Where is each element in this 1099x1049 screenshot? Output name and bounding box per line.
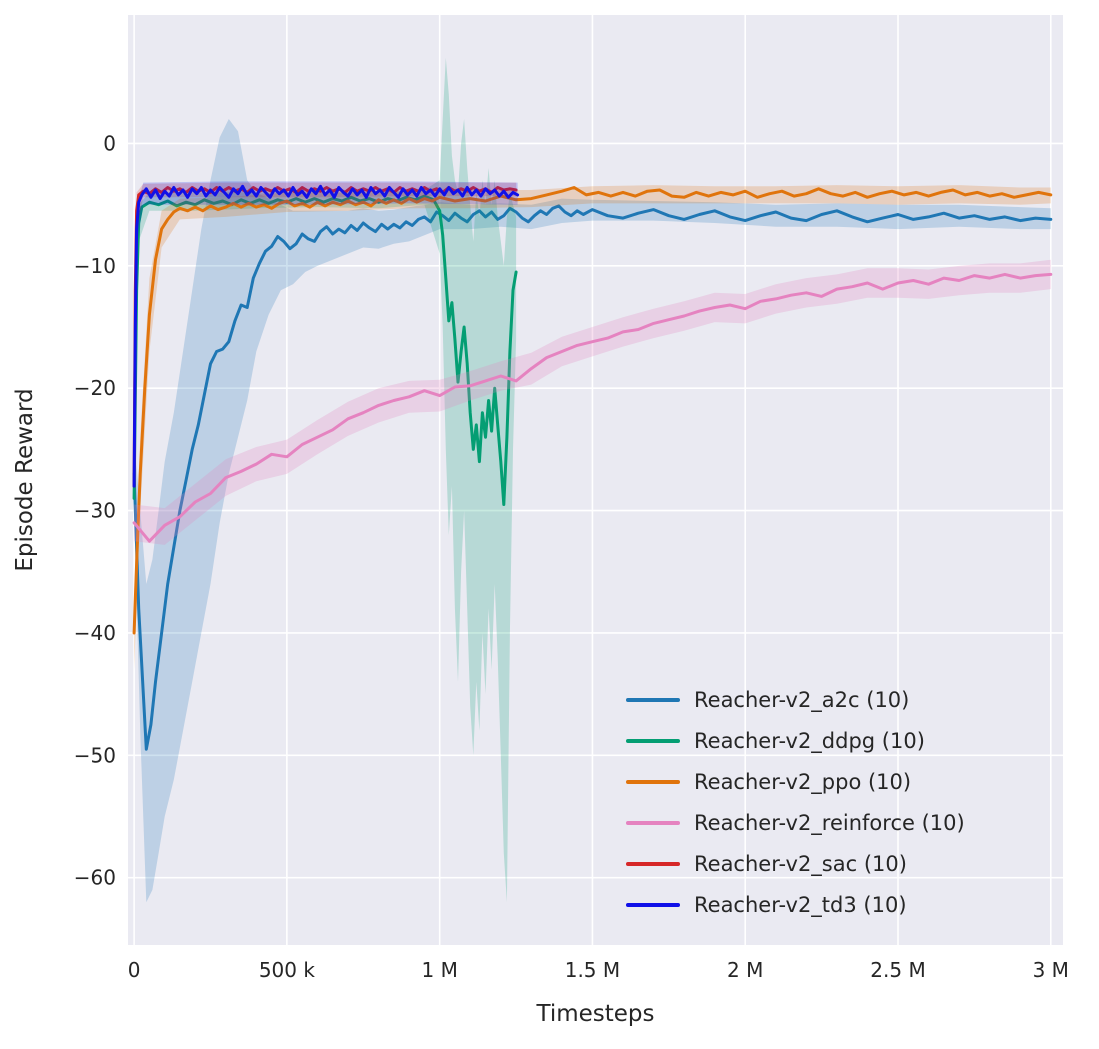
x-tick-label: 0 <box>128 958 141 982</box>
y-axis-label: Episode Reward <box>12 388 38 571</box>
legend-label-Reacher-v2_ddpg: Reacher-v2_ddpg (10) <box>694 729 925 754</box>
mean-line <box>132 186 1053 635</box>
y-tick-label: −60 <box>74 866 116 890</box>
x-tick-label: 1.5 M <box>565 958 620 982</box>
mean-line <box>132 272 1053 543</box>
series-Reacher-v2_td3 <box>132 181 520 499</box>
confidence-band <box>134 259 1051 545</box>
x-tick-label: 1 M <box>421 958 457 982</box>
series-Reacher-v2_a2c <box>132 119 1053 903</box>
y-tick-label: −40 <box>74 621 116 645</box>
y-tick-label: −20 <box>74 376 116 400</box>
mean-line <box>132 204 1053 751</box>
legend-label-Reacher-v2_ppo: Reacher-v2_ppo (10) <box>694 770 911 795</box>
series-Reacher-v2_ppo <box>132 185 1053 670</box>
legend: Reacher-v2_a2c (10) Reacher-v2_ddpg (10) R… <box>626 688 965 918</box>
legend-label-Reacher-v2_a2c: Reacher-v2_a2c (10) <box>694 688 909 713</box>
tick-labels: 0 500 k 1 M 1.5 M 2 M 2.5 M 3 M 0 −10 −20 −30 −40 −5… <box>74 131 1069 982</box>
confidence-band <box>134 119 1051 903</box>
legend-label-Reacher-v2_td3: Reacher-v2_td3 (10) <box>694 893 907 918</box>
y-tick-label: −10 <box>74 254 116 278</box>
x-tick-label: 500 k <box>259 958 316 982</box>
x-tick-label: 2.5 M <box>870 958 925 982</box>
y-tick-label: −50 <box>74 743 116 767</box>
legend-label-Reacher-v2_sac: Reacher-v2_sac (10) <box>694 852 907 877</box>
x-tick-label: 2 M <box>727 958 763 982</box>
y-tick-label: 0 <box>103 131 116 155</box>
x-axis-label: Timesteps <box>535 1001 654 1027</box>
x-tick-label: 3 M <box>1033 958 1069 982</box>
gridlines <box>128 15 1063 945</box>
mean-line <box>132 184 520 488</box>
series-layer <box>132 57 1053 903</box>
y-tick-label: −30 <box>74 499 116 523</box>
series-Reacher-v2_reinforce <box>132 259 1053 545</box>
plot-background <box>128 15 1063 945</box>
legend-label-Reacher-v2_reinforce: Reacher-v2_reinforce (10) <box>694 811 965 836</box>
